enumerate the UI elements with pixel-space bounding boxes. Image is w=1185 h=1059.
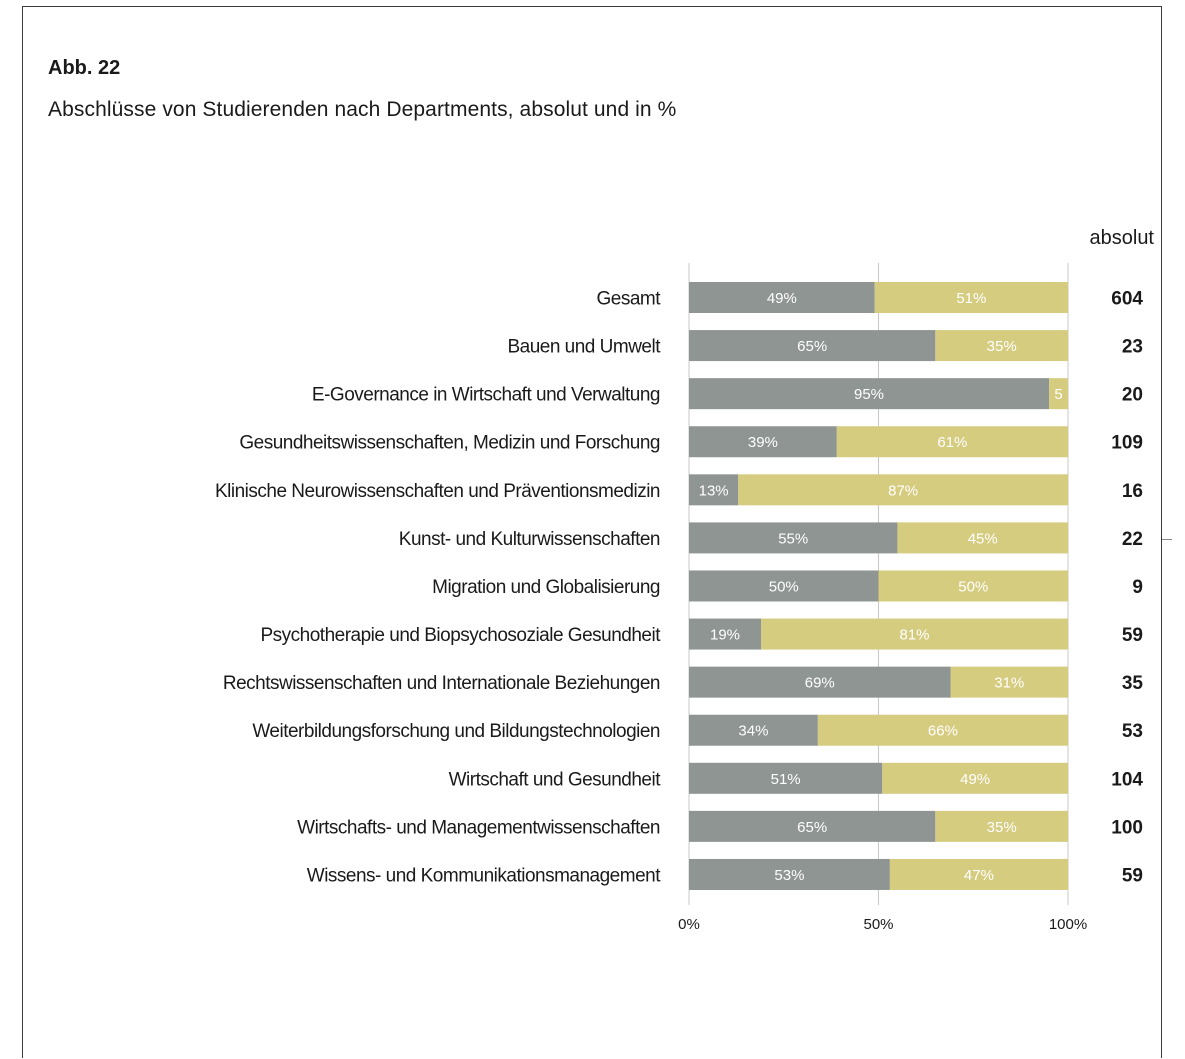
bar-segment-1 (689, 858, 890, 890)
data-label: 35% (987, 338, 1017, 355)
data-label: 69% (805, 675, 835, 692)
category-label: E-Governance in Wirtschaft und Verwaltun… (312, 385, 660, 406)
category-label: Wirtschaft und Gesundheit (449, 769, 662, 790)
absolute-value: 109 (1111, 433, 1143, 454)
data-label: 49% (767, 290, 797, 307)
data-label: 34% (738, 723, 768, 740)
category-label: Wirtschafts- und Managementwissenschafte… (297, 817, 660, 838)
bar-segment-1 (689, 762, 883, 794)
data-label: 55% (778, 530, 808, 547)
category-label: Psychotherapie und Biopsychosoziale Gesu… (261, 625, 662, 646)
bar-segment-1 (689, 282, 875, 313)
data-label: 51% (956, 290, 986, 307)
data-label: 45% (968, 530, 998, 547)
bar-segment-1 (689, 378, 1050, 410)
x-tick-label: 50% (863, 916, 893, 933)
absolute-value: 22 (1122, 529, 1143, 550)
bar-segment-2 (738, 474, 1068, 506)
bar-segment-1 (689, 426, 837, 458)
bar-segment-1 (689, 714, 818, 746)
bar-segment-1 (689, 666, 951, 698)
absolute-value: 53 (1122, 721, 1143, 742)
figure-label: Abb. 22 (48, 57, 121, 79)
category-label: Bauen und Umwelt (507, 337, 661, 358)
category-label: Gesundheitswissenschaften, Medizin und F… (239, 433, 660, 454)
bar-segment-2 (817, 714, 1068, 746)
bar-segment-1 (689, 330, 936, 362)
absolute-value: 16 (1122, 481, 1143, 502)
bar-segment-2 (761, 618, 1068, 650)
category-label: Rechtswissenschaften und Internationale … (223, 673, 660, 694)
data-label: 87% (888, 482, 918, 499)
data-label: 61% (937, 434, 967, 451)
data-label: 50% (958, 578, 988, 595)
data-label: 95% (854, 386, 884, 403)
bar-segment-1 (689, 570, 879, 602)
data-label: 31% (994, 675, 1024, 692)
x-tick-label: 100% (1049, 916, 1087, 933)
bar-segment-2 (897, 522, 1068, 554)
data-label: 35% (987, 819, 1017, 836)
bar-segment-2 (882, 762, 1068, 794)
data-label: 5 (1054, 386, 1062, 403)
chart-title: Abschlüsse von Studierenden nach Departm… (48, 98, 677, 121)
figure-frame (22, 6, 1162, 1058)
bar-segment-1 (689, 522, 898, 554)
absolute-header: absolut (1090, 227, 1155, 249)
absolute-value: 20 (1122, 385, 1143, 406)
absolute-value: 35 (1122, 673, 1144, 694)
data-label: 50% (769, 578, 799, 595)
bar-segment-2 (889, 858, 1068, 890)
bar-segment-2 (836, 426, 1068, 458)
data-label: 51% (771, 771, 801, 788)
data-label: 81% (899, 627, 929, 644)
bar-segment-1 (689, 810, 936, 842)
bar-segment-2 (874, 282, 1068, 313)
bar-segment-2 (935, 810, 1068, 842)
absolute-value: 9 (1132, 577, 1143, 598)
absolute-value: 59 (1122, 865, 1143, 886)
bar-segment-1 (689, 474, 739, 506)
data-label: 13% (699, 482, 729, 499)
bar-segment-1 (689, 618, 762, 650)
bar-segment-2 (1049, 378, 1068, 410)
absolute-value: 604 (1111, 289, 1143, 310)
data-label: 49% (960, 771, 990, 788)
category-label: Wissens- und Kommunikationsmanagement (307, 865, 661, 886)
category-label: Klinische Neurowissenschaften und Präven… (215, 481, 660, 502)
bar-segment-2 (878, 570, 1068, 602)
data-label: 53% (774, 867, 804, 884)
data-label: 19% (710, 627, 740, 644)
data-label: 47% (964, 867, 994, 884)
x-tick-label: 0% (678, 916, 700, 933)
category-label: Kunst- und Kulturwissenschaften (399, 529, 660, 550)
data-label: 39% (748, 434, 778, 451)
data-label: 65% (797, 819, 827, 836)
category-label: Weiterbildungsforschung und Bildungstech… (252, 721, 660, 742)
absolute-value: 59 (1122, 625, 1143, 646)
frame-tick-mark (1162, 539, 1172, 540)
bar-segment-2 (950, 666, 1068, 698)
absolute-value: 104 (1111, 769, 1143, 790)
absolute-value: 100 (1111, 817, 1143, 838)
data-label: 65% (797, 338, 827, 355)
absolute-value: 23 (1122, 337, 1143, 358)
category-label: Gesamt (596, 289, 661, 310)
category-label: Migration und Globalisierung (432, 577, 660, 598)
bar-segment-2 (935, 330, 1068, 362)
data-label: 66% (928, 723, 958, 740)
